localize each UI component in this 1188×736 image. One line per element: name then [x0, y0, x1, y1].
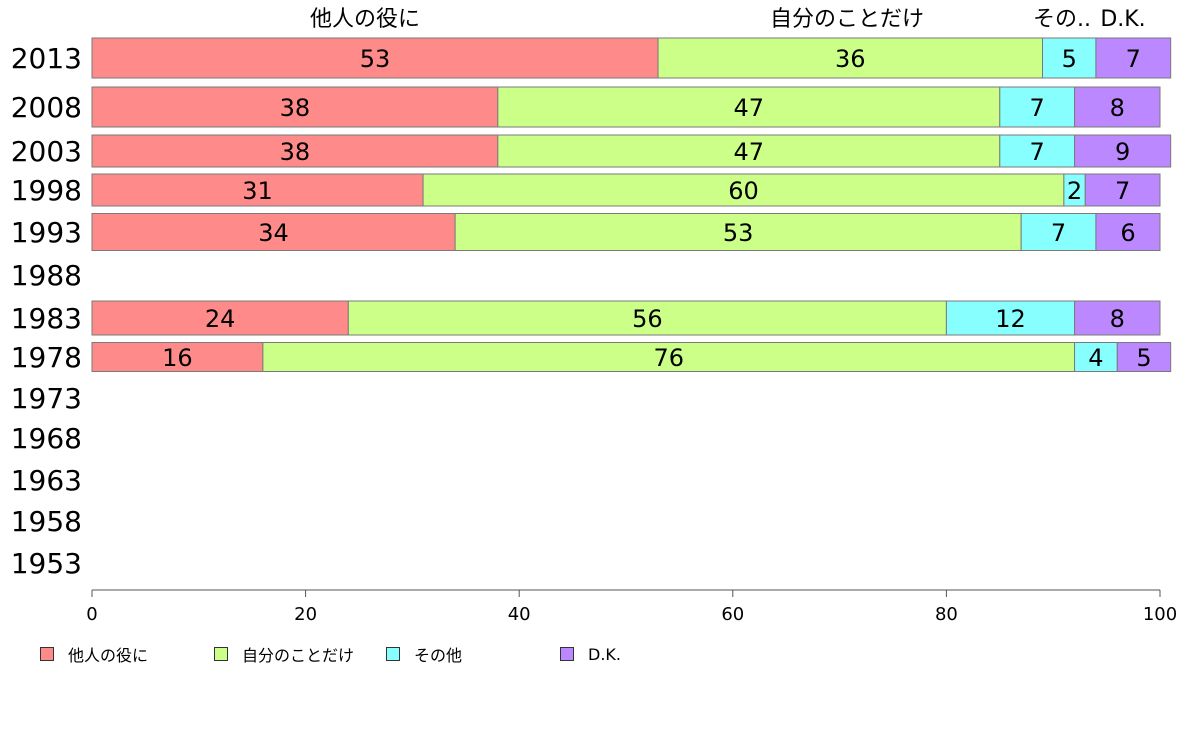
bar-1998-series-0 — [91, 173, 424, 207]
bar-1998-series-3 — [1084, 173, 1161, 207]
top-label-4: D.K. — [1100, 7, 1145, 32]
bar-2008-series-1 — [497, 86, 1001, 128]
bar-1978-series-1 — [262, 342, 1076, 372]
bar-1993-series-0 — [91, 213, 456, 251]
bar-1998-series-1 — [422, 173, 1065, 207]
bar-label-1993-series-1: 53 — [723, 219, 754, 247]
bar-label-1978-series-0: 16 — [162, 344, 193, 372]
year-label-1983: 1983 — [11, 302, 82, 335]
bar-label-2003-series-2: 7 — [1030, 138, 1045, 166]
top-label-3: その.. — [1033, 7, 1091, 32]
x-axis: 0 20 40 60 80 100 — [86, 589, 1177, 625]
legend-item-other: その他 — [386, 642, 462, 666]
legend-label-other-people: 他人の役に — [68, 646, 149, 665]
bar-label-2008-series-1: 47 — [734, 94, 765, 122]
bar-2013-series-0 — [91, 37, 659, 79]
bar-1993-series-2 — [1020, 213, 1097, 251]
year-label-1963: 1963 — [11, 464, 82, 497]
bar-label-2008-series-0: 38 — [280, 94, 311, 122]
bar-label-1978-series-1: 76 — [653, 344, 684, 372]
bar-label-1993-series-3: 6 — [1120, 219, 1135, 247]
bar-label-1978-series-2: 4 — [1088, 344, 1103, 372]
x-tick-label-80: 80 — [935, 604, 958, 625]
bar-label-2008-series-3: 8 — [1110, 94, 1125, 122]
bar-1983-series-1 — [347, 300, 947, 336]
legend-swatch-other-people — [40, 647, 54, 661]
legend-swatch-dk — [560, 647, 574, 661]
legend-label-self-only: 自分のことだけ — [242, 646, 355, 665]
bar-label-2003-series-3: 9 — [1115, 138, 1130, 166]
legend-swatch-other — [386, 647, 400, 661]
bars-group: 53 36 5 738 47 7 838 47 7 931 60 2 734 53 7 624 56 12 816 7… — [91, 37, 1172, 372]
legend-label-dk: D.K. — [588, 644, 621, 664]
x-tick-label-0: 0 — [86, 604, 97, 625]
x-tick-label-100: 100 — [1143, 604, 1177, 625]
bar-2013-series-3 — [1095, 37, 1172, 79]
bar-label-2003-series-1: 47 — [734, 138, 765, 166]
top-category-labels: 他人の役に 自分のことだけ その.. D.K. — [310, 7, 1146, 32]
bar-label-1998-series-3: 7 — [1115, 177, 1130, 205]
bar-label-1998-series-2: 2 — [1067, 177, 1082, 205]
year-axis-labels: 2013 2008 2003 1998 1993 1988 1983 1978 1973 1968… — [11, 42, 82, 580]
bar-label-2008-series-2: 7 — [1030, 94, 1045, 122]
bar-label-2013-series-3: 7 — [1126, 45, 1141, 73]
bar-1983-series-3 — [1074, 300, 1161, 336]
bar-2008-series-2 — [999, 86, 1076, 128]
bar-1978-series-2 — [1074, 342, 1118, 372]
bar-2013-series-2 — [1042, 37, 1097, 79]
year-label-1958: 1958 — [11, 505, 82, 538]
bar-2003-series-3 — [1074, 134, 1172, 168]
year-label-1973: 1973 — [11, 382, 82, 415]
year-label-1968: 1968 — [11, 422, 82, 455]
bar-label-2013-series-1: 36 — [835, 45, 866, 73]
legend-label-other: その他 — [414, 646, 463, 665]
x-tick-label-20: 20 — [294, 604, 317, 625]
bar-label-1998-series-0: 31 — [242, 177, 273, 205]
bar-label-1983-series-1: 56 — [632, 305, 663, 333]
bar-label-1993-series-2: 7 — [1051, 219, 1066, 247]
bar-label-2003-series-0: 38 — [280, 138, 311, 166]
legend-item-dk: D.K. — [560, 642, 621, 666]
stacked-bar-chart: 他人の役に 自分のことだけ その.. D.K. 2013200820031998… — [11, 7, 1177, 625]
bar-1978-series-0 — [91, 342, 264, 372]
x-tick-label-60: 60 — [721, 604, 744, 625]
bar-1983-series-2 — [945, 300, 1076, 336]
bar-2013-series-1 — [657, 37, 1044, 79]
bar-label-1998-series-1: 60 — [728, 177, 759, 205]
year-label-1953: 1953 — [11, 547, 82, 580]
bar-2003-series-0 — [91, 134, 499, 168]
bar-2008-series-0 — [91, 86, 499, 128]
bar-1978-series-3 — [1116, 342, 1172, 372]
year-label-1978: 1978 — [11, 341, 82, 374]
bar-1983-series-0 — [91, 300, 349, 336]
legend-item-other-people: 他人の役に — [40, 642, 148, 666]
bar-label-1983-series-3: 8 — [1110, 305, 1125, 333]
year-label-1988: 1988 — [11, 259, 82, 292]
bar-2008-series-3 — [1074, 86, 1161, 128]
bar-label-2013-series-0: 53 — [360, 45, 391, 73]
year-label-2008: 2008 — [11, 91, 82, 124]
x-tick-label-40: 40 — [508, 604, 531, 625]
bar-label-1983-series-2: 12 — [995, 305, 1026, 333]
year-label-1993: 1993 — [11, 216, 82, 249]
legend-item-self-only: 自分のことだけ — [214, 642, 354, 666]
bar-label-1978-series-3: 5 — [1136, 344, 1151, 372]
legend: 他人の役に 自分のことだけ その他 D.K. — [40, 642, 1160, 666]
bar-1993-series-1 — [454, 213, 1022, 251]
top-label-2: 自分のことだけ — [770, 7, 924, 32]
bar-2003-series-1 — [497, 134, 1001, 168]
bar-label-1993-series-0: 34 — [258, 219, 289, 247]
bar-label-2013-series-2: 5 — [1062, 45, 1077, 73]
year-label-2013: 2013 — [11, 42, 82, 75]
year-label-1998: 1998 — [11, 174, 82, 207]
legend-swatch-self-only — [214, 647, 228, 661]
top-label-1: 他人の役に — [310, 7, 420, 32]
year-label-2003: 2003 — [11, 135, 82, 168]
bar-label-1983-series-0: 24 — [205, 305, 236, 333]
bar-1993-series-3 — [1095, 213, 1161, 251]
